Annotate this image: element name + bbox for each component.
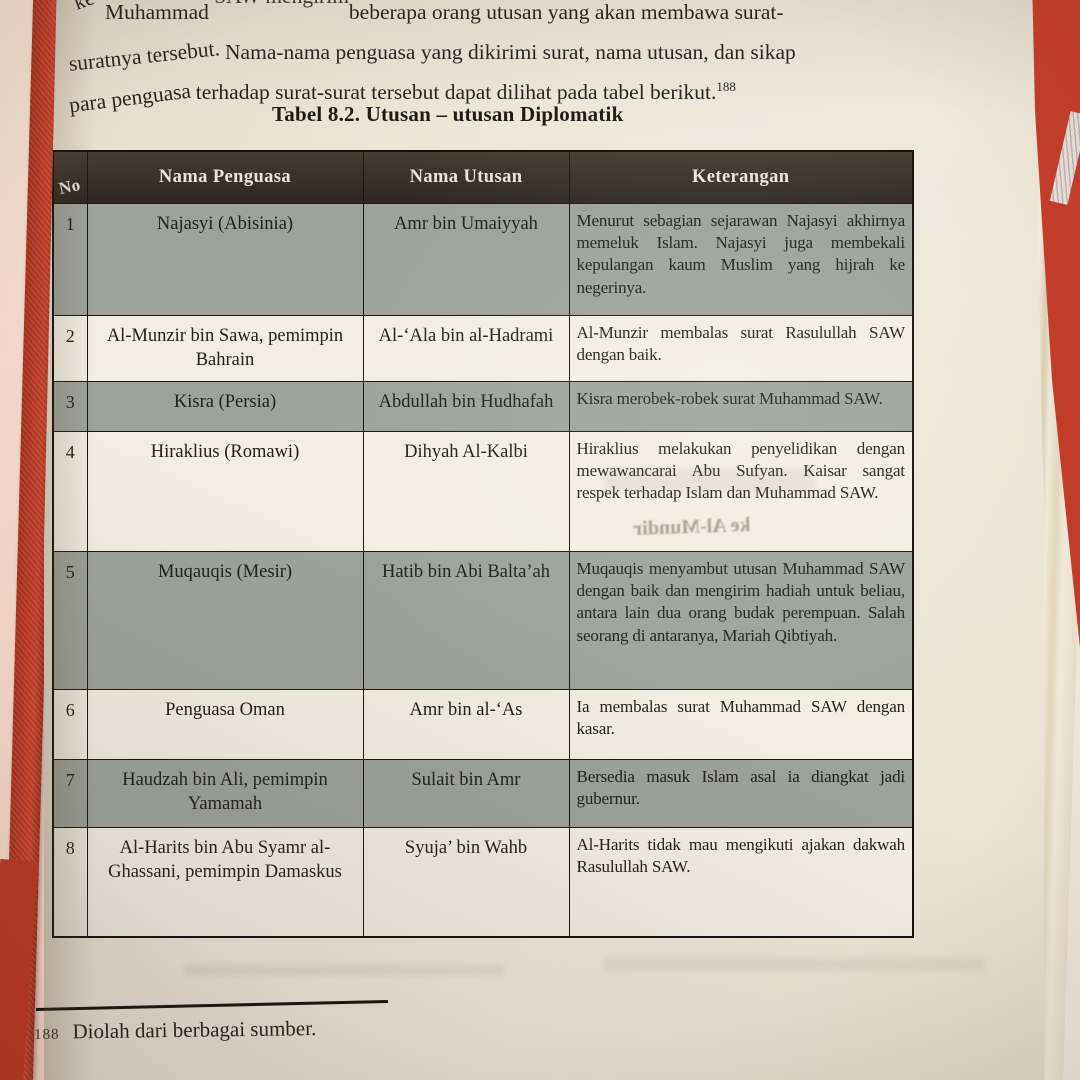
footnote-reference: 188	[716, 78, 736, 94]
row-number-cell: 2	[52, 314, 88, 382]
ruler-name-cell: Penguasa Oman	[86, 688, 364, 760]
footnote-marker: 188	[33, 1026, 60, 1043]
ruler-name-cell: Najasyi (Abisinia)	[86, 202, 364, 316]
table-row: 4 Hiraklius (Romawi) Dihyah Al-Kalbi Hir…	[52, 430, 914, 552]
intro-line-1-start: Muhammad	[105, 0, 215, 24]
table-header-row: No Nama Penguasa Nama Utusan Keterangan	[52, 150, 914, 204]
column-header-penguasa: Nama Penguasa	[86, 150, 364, 204]
column-header-no: No	[52, 150, 88, 204]
row-number-cell: 3	[52, 380, 88, 432]
row-number-cell: 5	[52, 550, 88, 690]
row-number-cell: 6	[52, 688, 88, 760]
diplomats-table: No Nama Penguasa Nama Utusan Keterangan …	[52, 150, 914, 938]
notes-cell: Menurut sebagian sejarawan Najasyi akhir…	[568, 202, 914, 316]
envoy-name-cell: Sulait bin Amr	[362, 758, 570, 828]
table-row: 3 Kisra (Persia) Abdullah bin Hudhafah K…	[52, 380, 914, 432]
row-number-cell: 1	[52, 202, 88, 316]
intro-line-1: Muhammad SAW mengirim beberapa orang utu…	[68, 0, 998, 32]
intro-line-2-rest: Nama-nama penguasa yang dikirimi surat, …	[219, 40, 796, 64]
ruler-name-cell: Muqauqis (Mesir)	[86, 550, 364, 690]
bleedthrough-smudge	[184, 964, 504, 976]
table-row: 1 Najasyi (Abisinia) Amr bin Umaiyyah Me…	[52, 202, 914, 316]
intro-line-3-rest: terhadap surat-surat tersebut dapat dili…	[190, 80, 717, 104]
row-number-cell: 8	[52, 826, 88, 938]
intro-paragraph: Muhammad SAW mengirim beberapa orang utu…	[68, 0, 998, 118]
column-header-keterangan: Keterangan	[568, 150, 914, 204]
notes-cell: Muqauqis menyambut utusan Muhammad SAW d…	[568, 550, 914, 690]
ruler-name-cell: Haudzah bin Ali, pemimpin Yamamah	[86, 758, 364, 828]
ruler-name-cell: Al-Harits bin Abu Syamr al-Ghassani, pem…	[86, 826, 364, 938]
envoy-name-cell: Dihyah Al-Kalbi	[362, 430, 570, 552]
envoy-name-cell: Amr bin Umaiyyah	[362, 202, 570, 316]
envoy-name-cell: Al-‘Ala bin al-Hadrami	[362, 314, 570, 382]
row-number-cell: 7	[52, 758, 88, 828]
ruler-name-cell: Hiraklius (Romawi)	[86, 430, 364, 552]
table-title: Tabel 8.2. Utusan – utusan Diplomatik	[272, 102, 624, 126]
table-row: 6 Penguasa Oman Amr bin al-‘As Ia membal…	[52, 688, 914, 760]
notes-cell: Kisra merobek-robek surat Muhammad SAW.	[568, 380, 914, 432]
notes-cell: Al-Harits tidak mau mengikuti ajakan dak…	[568, 826, 914, 938]
bleedthrough-smudge	[604, 468, 814, 492]
intro-line-2: suratnya tersebut. Nama-nama penguasa ya…	[68, 32, 998, 76]
notes-cell: Bersedia masuk Islam asal ia diangkat ja…	[568, 758, 914, 828]
envoy-name-cell: Amr bin al-‘As	[362, 688, 570, 760]
footnote-text: Diolah dari berbagai sumber.	[72, 1016, 317, 1044]
notes-cell: Hiraklius melakukan penyelidikan dengan …	[568, 430, 914, 552]
intro-line-1-end: beberapa orang utusan yang akan membawa …	[348, 0, 784, 24]
book-page: ke Muhammad SAW mengirim beberapa orang …	[34, 0, 1044, 1080]
envoy-name-cell: Hatib bin Abi Balta’ah	[362, 550, 570, 690]
envoy-name-cell: Syuja’ bin Wahb	[362, 826, 570, 938]
notes-cell: Al-Munzir membalas surat Rasulullah SAW …	[568, 314, 914, 382]
bleedthrough-smudge	[604, 958, 984, 971]
notes-cell: Ia membalas surat Muhammad SAW dengan ka…	[568, 688, 914, 760]
column-header-utusan: Nama Utusan	[362, 150, 570, 204]
envoy-name-cell: Abdullah bin Hudhafah	[362, 380, 570, 432]
intro-line-3: para penguasa terhadap surat-surat terse…	[68, 72, 998, 118]
row-number-cell: 4	[52, 430, 88, 552]
table-row: 7 Haudzah bin Ali, pemimpin Yamamah Sula…	[52, 758, 914, 828]
footnote-rule	[36, 1000, 388, 1011]
table-row: 8 Al-Harits bin Abu Syamr al-Ghassani, p…	[52, 826, 914, 938]
footnote: 188 Diolah dari berbagai sumber.	[34, 1016, 317, 1045]
table-row: 2 Al-Munzir bin Sawa, pemimpin Bahrain A…	[52, 314, 914, 382]
ruler-name-cell: Al-Munzir bin Sawa, pemimpin Bahrain	[86, 314, 364, 382]
ruler-name-cell: Kisra (Persia)	[86, 380, 364, 432]
intro-line-1-clipped: SAW mengirim	[214, 0, 349, 16]
table-row: 5 Muqauqis (Mesir) Hatib bin Abi Balta’a…	[52, 550, 914, 690]
